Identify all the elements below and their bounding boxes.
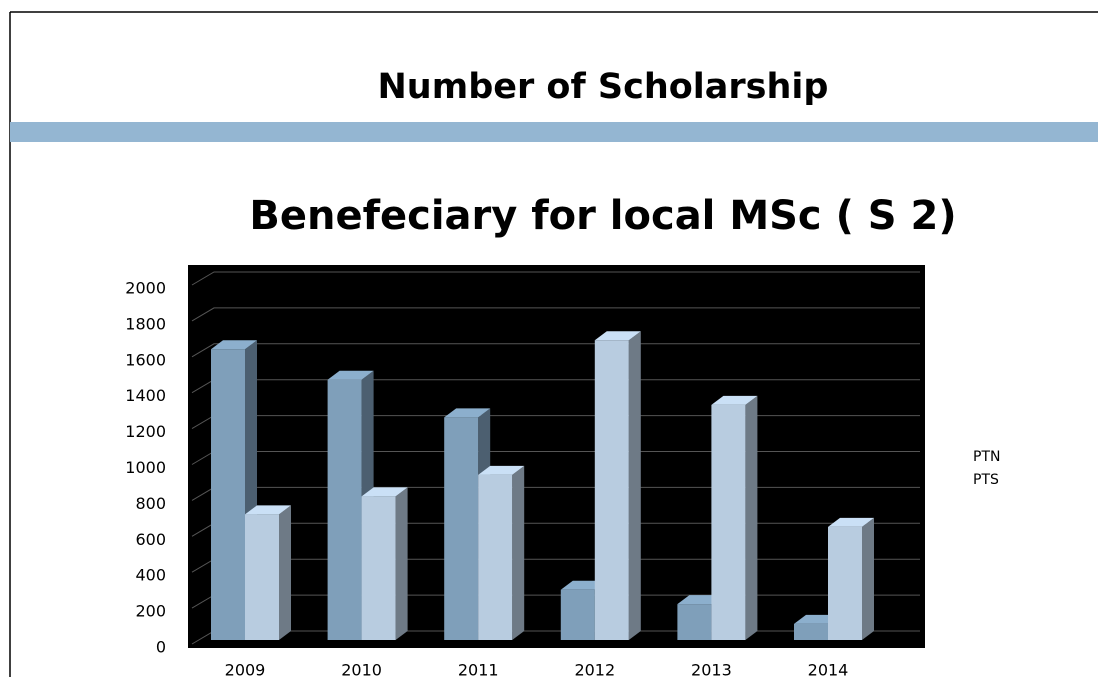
title-band — [10, 122, 1098, 142]
y-tick-label: 1000 — [125, 458, 166, 477]
bar-top — [828, 517, 874, 527]
bar-side — [395, 487, 408, 640]
y-tick-label: 1600 — [125, 350, 166, 369]
bar-side — [512, 465, 525, 640]
bar-top — [245, 505, 291, 515]
chart-title: Benefeciary for local MSc ( S 2) — [249, 193, 956, 239]
x-tick-label: 2011 — [458, 661, 499, 678]
bar — [594, 340, 629, 640]
bar — [327, 379, 362, 640]
bar-top — [711, 395, 758, 405]
bar-top — [478, 465, 525, 475]
bar — [828, 526, 862, 640]
bar — [677, 604, 712, 640]
bar — [711, 404, 746, 640]
bar-top — [444, 408, 491, 418]
y-tick-label: 600 — [135, 530, 166, 549]
grid-line — [191, 307, 920, 322]
x-tick-label: 2012 — [574, 661, 615, 678]
y-tick-label: 400 — [135, 566, 166, 585]
bar-top — [211, 340, 257, 350]
bar — [211, 349, 245, 640]
legend-label: PTN — [973, 449, 1000, 465]
bar — [361, 496, 396, 640]
bar — [245, 514, 279, 640]
bar — [444, 417, 479, 640]
y-tick-label: 1200 — [125, 422, 166, 441]
x-tick-label: 2014 — [808, 661, 849, 678]
grid-line — [191, 343, 920, 358]
plot-area — [188, 265, 925, 648]
bar-top — [361, 487, 408, 497]
bar — [478, 474, 513, 640]
bar-side — [628, 331, 641, 640]
grid-line — [191, 271, 920, 286]
x-tick-label: 2010 — [341, 661, 382, 678]
x-tick-label: 2009 — [225, 661, 266, 678]
y-tick-label: 200 — [135, 602, 166, 621]
legend-label: PTS — [973, 472, 999, 488]
bar — [794, 623, 828, 640]
x-tick-label: 2013 — [691, 661, 732, 678]
y-tick-label: 0 — [156, 638, 166, 657]
y-tick-label: 1800 — [125, 314, 166, 333]
bar-side — [745, 395, 758, 640]
bar-side — [862, 517, 874, 640]
bar-side — [279, 505, 291, 640]
y-tick-label: 800 — [135, 494, 166, 513]
y-tick-label: 2000 — [125, 279, 166, 298]
bar-top — [327, 370, 374, 380]
slide-title: Number of Scholarship — [378, 67, 829, 107]
y-tick-label: 1400 — [125, 386, 166, 405]
bar — [560, 589, 595, 640]
bar-top — [594, 331, 641, 341]
